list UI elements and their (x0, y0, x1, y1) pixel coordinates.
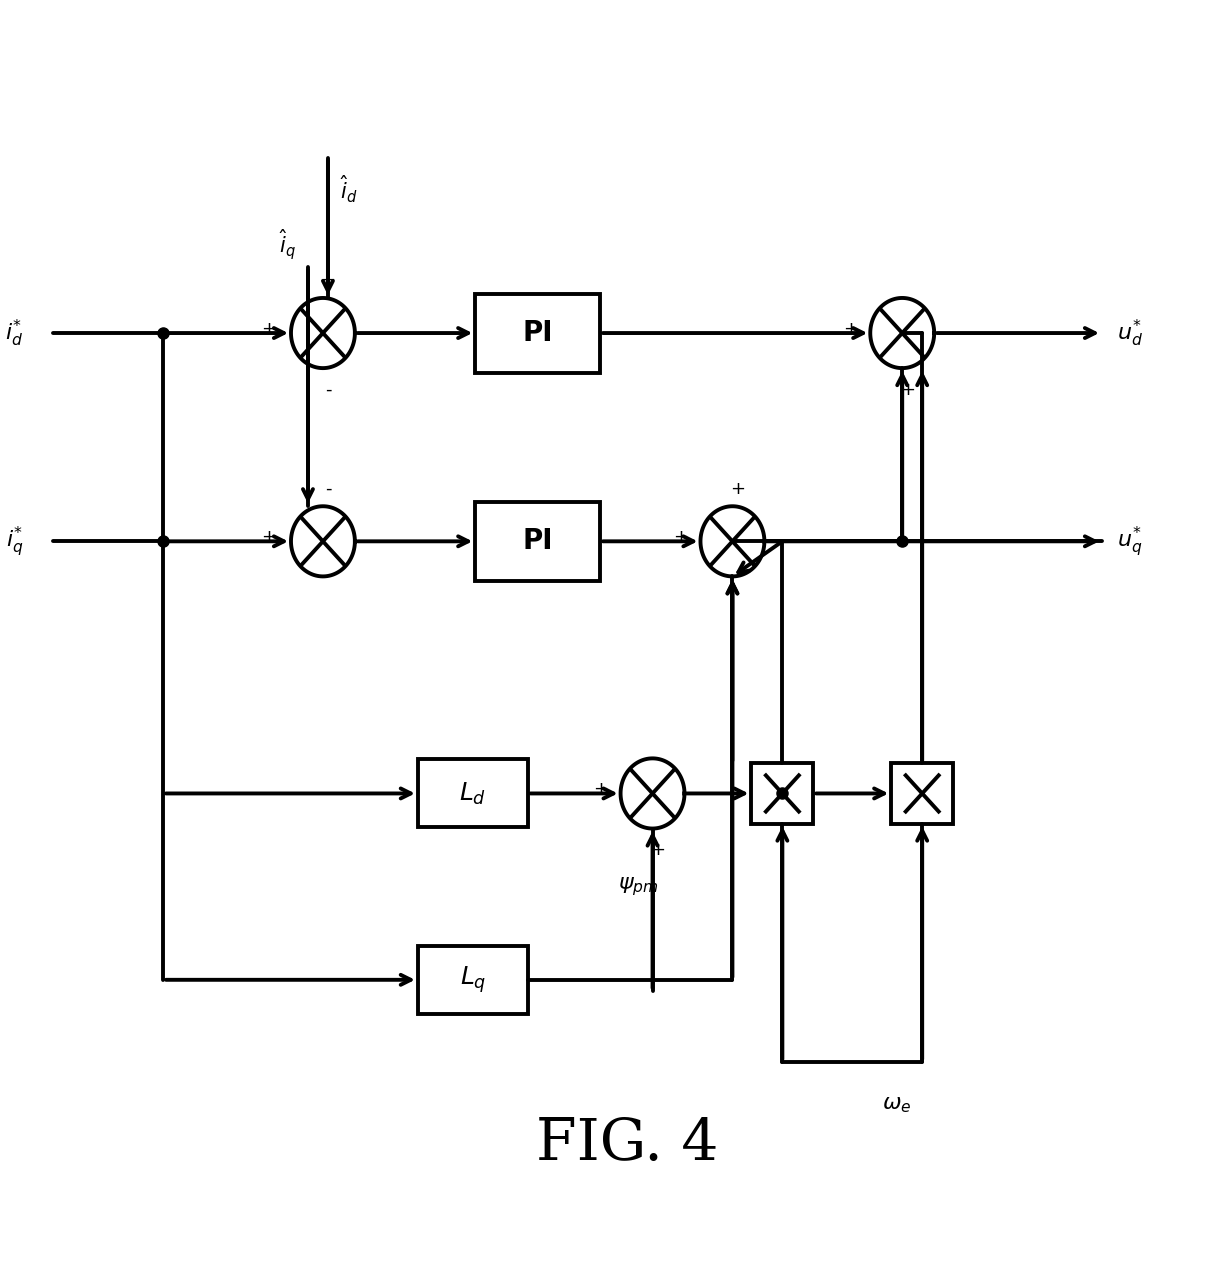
Text: $u_q^{*}$: $u_q^{*}$ (1117, 524, 1143, 558)
Text: +: + (900, 381, 915, 398)
Text: $i_q^{*}$: $i_q^{*}$ (6, 524, 23, 558)
Bar (475, 501, 600, 581)
Text: PI: PI (523, 528, 553, 556)
Text: $\hat{i}_q$: $\hat{i}_q$ (280, 227, 295, 261)
Text: $L_d$: $L_d$ (459, 780, 486, 807)
Text: +: + (650, 841, 665, 859)
Text: $i_d^{*}$: $i_d^{*}$ (5, 317, 23, 349)
Text: $\hat{i}_d$: $\hat{i}_d$ (339, 174, 358, 206)
Text: +: + (842, 320, 858, 338)
Text: $\omega_e$: $\omega_e$ (883, 1095, 912, 1115)
Text: +: + (593, 780, 608, 798)
Text: +: + (261, 528, 276, 546)
Bar (891, 764, 954, 824)
Text: +: + (673, 528, 687, 546)
Text: +: + (730, 480, 745, 497)
Text: +: + (320, 272, 336, 289)
Text: PI: PI (523, 319, 553, 346)
Text: +: + (261, 320, 276, 338)
Text: $L_q$: $L_q$ (459, 964, 486, 995)
Text: -: - (325, 480, 331, 497)
Text: $u_d^{*}$: $u_d^{*}$ (1117, 317, 1143, 349)
Bar (418, 945, 527, 1014)
Bar (475, 293, 600, 373)
Bar (418, 759, 527, 827)
Text: FIG. 4: FIG. 4 (536, 1117, 719, 1173)
Text: -: - (325, 381, 331, 398)
Bar (751, 764, 813, 824)
Text: $\psi_{pm}$: $\psi_{pm}$ (618, 876, 658, 898)
